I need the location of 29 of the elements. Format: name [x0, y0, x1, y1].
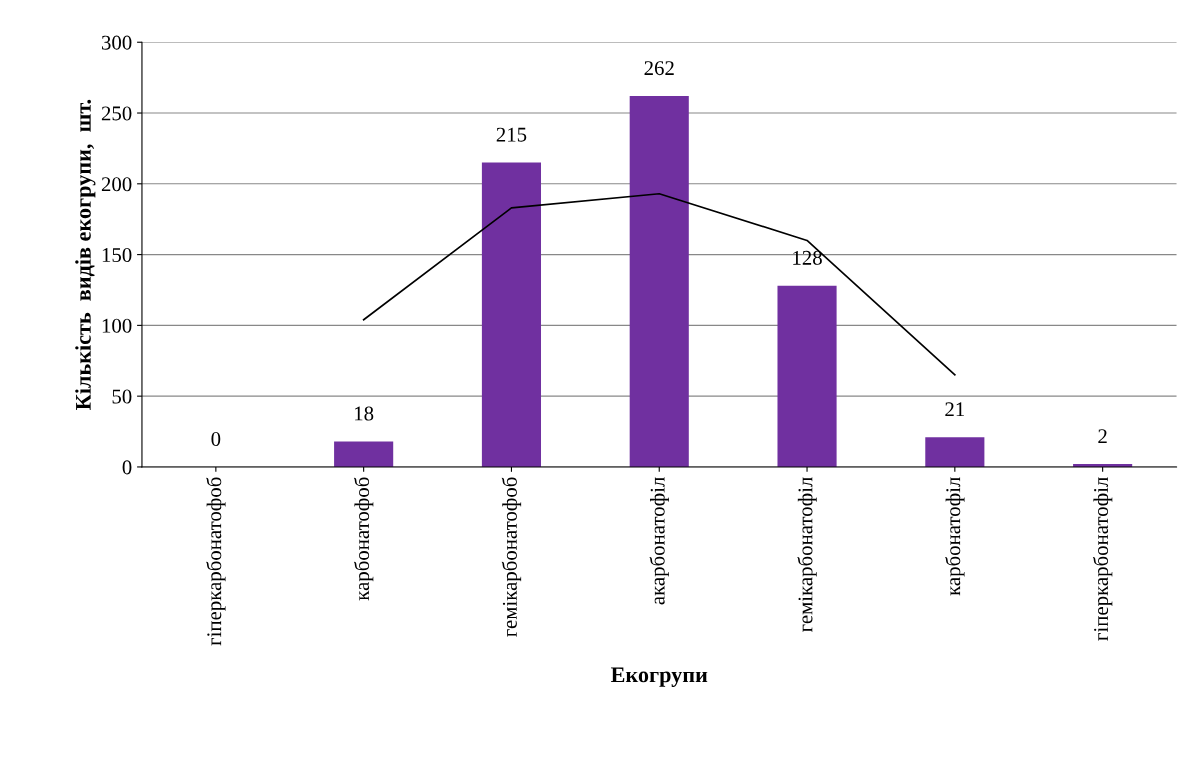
y-tick-label: 150 [102, 247, 132, 263]
y-tick-label: 50 [112, 389, 132, 404]
x-tick-label: акарбонатофіл [649, 477, 669, 605]
y-tick-label: 100 [102, 318, 132, 333]
data-label: 18 [355, 406, 374, 421]
x-tick-label: гіперкарбонатофіл [1092, 477, 1113, 641]
y-tick-label: 300 [101, 35, 132, 50]
line-series [362, 192, 956, 376]
y-tick-label: 200 [101, 177, 132, 192]
x-tick-label: гемікарбонатофоб [501, 477, 522, 637]
data-label: 128 [793, 250, 822, 265]
data-label: 215 [496, 127, 527, 142]
x-tick-label: карбонатофоб [353, 477, 374, 601]
y-tick-label: 250 [101, 106, 132, 121]
bar [925, 437, 985, 467]
bar [334, 441, 394, 467]
y-axis-title: Кількість видів екогрупи, шт. [75, 99, 96, 410]
bar [629, 96, 689, 467]
bar [777, 285, 837, 467]
x-tick-label: карбонатофіл [945, 477, 965, 596]
y-tick-label: 0 [122, 460, 132, 475]
x-tick-label: гіперкарбонатофоб [206, 477, 226, 646]
data-label: 262 [644, 61, 674, 76]
x-axis-title: Екогрупи [610, 667, 708, 687]
data-label: 21 [945, 402, 964, 417]
bar [481, 162, 542, 467]
data-label: 2 [1098, 429, 1107, 444]
data-label: 0 [211, 431, 221, 447]
x-tick-label: гемікарбонатофіл [797, 477, 817, 633]
